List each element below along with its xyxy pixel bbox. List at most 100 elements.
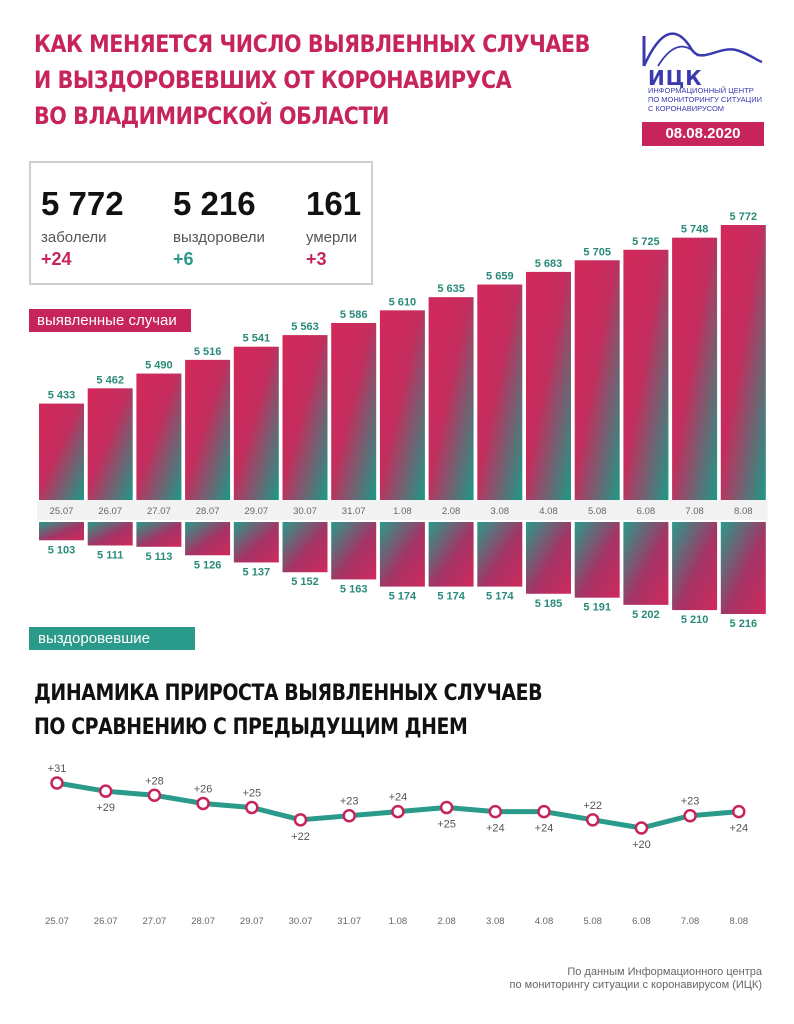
title-line-2: И ВЫЗДОРОВЕВШИХ ОТ КОРОНАВИРУСА bbox=[34, 66, 512, 94]
growth-value-label: +24 bbox=[389, 792, 408, 804]
growth-value-label: +26 bbox=[194, 783, 213, 795]
growth-date-label: 1.08 bbox=[389, 916, 408, 927]
growth-date-label: 29.07 bbox=[240, 916, 264, 927]
growth-value-label: +29 bbox=[96, 802, 115, 814]
growth-point bbox=[391, 804, 405, 819]
growth-value-label: +23 bbox=[340, 796, 359, 808]
recovered-value-label: 5 152 bbox=[291, 576, 319, 588]
growth-value-label: +25 bbox=[437, 819, 456, 831]
stat-deaths-label: умерли bbox=[306, 229, 357, 246]
stat-cases-label: заболели bbox=[41, 229, 107, 246]
stat-cases-delta: +24 bbox=[41, 249, 72, 269]
cases-bar bbox=[39, 403, 84, 500]
growth-point bbox=[439, 800, 454, 815]
date-tick-label: 4.08 bbox=[539, 506, 558, 517]
recovered-bar bbox=[39, 522, 84, 541]
cases-bar bbox=[331, 322, 377, 500]
cases-bar bbox=[379, 310, 425, 500]
growth-value-label: +24 bbox=[535, 823, 554, 835]
growth-point bbox=[634, 821, 649, 835]
bar-chart: 5 433 25.07 5 103 5 462 26.07 5 111 5 490 27.07… bbox=[37, 211, 768, 630]
growth-date-label: 5.08 bbox=[583, 916, 602, 927]
date-tick-label: 3.08 bbox=[491, 506, 510, 517]
growth-point bbox=[245, 800, 259, 815]
growth-date-label: 4.08 bbox=[535, 916, 554, 927]
logo-subtitle: Информационный центр по мониторингу ситу… bbox=[648, 86, 788, 113]
wave-logo-icon bbox=[642, 32, 763, 67]
recovered-bar bbox=[87, 522, 133, 546]
cases-bar bbox=[185, 359, 231, 500]
cases-value-label: 5 541 bbox=[243, 333, 271, 345]
growth-date-label: 8.08 bbox=[730, 916, 749, 927]
recovered-value-label: 5 126 bbox=[194, 559, 222, 571]
growth-point bbox=[732, 804, 746, 819]
growth-date-label: 30.07 bbox=[289, 916, 313, 927]
growth-point bbox=[293, 813, 308, 827]
growth-point bbox=[196, 796, 210, 811]
date-badge: 08.08.2020 bbox=[642, 122, 764, 146]
growth-chart-title: ДИНАМИКА ПРИРОСТА ВЫЯВЛЕННЫХ СЛУЧАЕВ ПО … bbox=[34, 677, 543, 745]
recovered-bar bbox=[331, 522, 377, 580]
recovered-bar bbox=[720, 522, 766, 614]
growth-date-label: 2.08 bbox=[437, 916, 456, 927]
cases-bar bbox=[136, 373, 182, 500]
cases-bar bbox=[477, 284, 523, 500]
recovered-value-label: 5 174 bbox=[389, 591, 417, 603]
stat-recovered: 5 216 выздоровели +6 bbox=[173, 187, 265, 270]
logo-sub-line-2: по мониторингу ситуации bbox=[648, 95, 762, 104]
date-tick-label: 31.07 bbox=[342, 506, 366, 517]
title-line-1: КАК МЕНЯЕТСЯ ЧИСЛО ВЫЯВЛЕННЫХ СЛУЧАЕВ bbox=[34, 30, 590, 58]
cases-value-label: 5 705 bbox=[583, 246, 611, 258]
recovered-value-label: 5 210 bbox=[681, 614, 709, 626]
growth-point bbox=[98, 784, 113, 798]
recovered-bar bbox=[526, 522, 571, 594]
date-tick-label: 7.08 bbox=[685, 506, 704, 517]
growth-line-chart: +31 25.07 +29 26.07 +28 27.07 +26 28.07 +25 29.07… bbox=[45, 763, 749, 927]
page-title: КАК МЕНЯЕТСЯ ЧИСЛО ВЫЯВЛЕННЫХ СЛУЧАЕВ И … bbox=[34, 26, 590, 134]
growth-date-label: 26.07 bbox=[94, 916, 118, 927]
growth-value-label: +24 bbox=[729, 823, 748, 835]
cases-value-label: 5 610 bbox=[389, 296, 417, 308]
cases-value-label: 5 563 bbox=[291, 321, 319, 333]
title-line-3: ВО ВЛАДИМИРСКОЙ ОБЛАСТИ bbox=[34, 102, 389, 130]
date-tick-label: 28.07 bbox=[196, 506, 220, 517]
legend-recovered-label: выздоровевшие bbox=[29, 627, 195, 650]
growth-point bbox=[50, 776, 64, 790]
cases-value-label: 5 490 bbox=[145, 360, 173, 372]
growth-date-label: 3.08 bbox=[486, 916, 505, 927]
growth-value-label: +28 bbox=[145, 775, 164, 787]
date-tick-label: 27.07 bbox=[147, 506, 171, 517]
recovered-value-label: 5 202 bbox=[632, 609, 660, 621]
stat-cases-value: 5 772 bbox=[41, 185, 124, 222]
growth-point bbox=[147, 788, 162, 803]
logo-sub-line-1: Информационный центр bbox=[648, 86, 754, 95]
growth-value-label: +22 bbox=[291, 831, 310, 843]
growth-date-label: 7.08 bbox=[681, 916, 700, 927]
recovered-bar bbox=[428, 522, 474, 587]
cases-value-label: 5 683 bbox=[535, 258, 563, 270]
recovered-value-label: 5 174 bbox=[486, 591, 514, 603]
date-tick-label: 6.08 bbox=[637, 506, 656, 517]
cases-bar bbox=[87, 388, 133, 500]
growth-point bbox=[488, 804, 503, 819]
recovered-value-label: 5 111 bbox=[97, 549, 123, 561]
growth-date-label: 27.07 bbox=[143, 916, 167, 927]
logo-name: ИЦК bbox=[648, 66, 703, 90]
date-axis-strip bbox=[37, 500, 768, 520]
source-line-1: По данным Информационного центра bbox=[567, 966, 762, 978]
cases-bar bbox=[282, 335, 328, 500]
stat-recovered-label: выздоровели bbox=[173, 229, 265, 246]
recovered-value-label: 5 216 bbox=[730, 618, 758, 630]
recovered-bar bbox=[185, 522, 231, 556]
cases-bar bbox=[233, 346, 279, 500]
growth-value-label: +31 bbox=[48, 763, 67, 775]
cases-bar bbox=[720, 225, 766, 500]
stat-deaths-delta: +3 bbox=[306, 249, 327, 269]
growth-point bbox=[537, 804, 551, 819]
subtitle-line-1: ДИНАМИКА ПРИРОСТА ВЫЯВЛЕННЫХ СЛУЧАЕВ bbox=[34, 681, 543, 706]
cases-value-label: 5 748 bbox=[681, 224, 709, 236]
recovered-bar bbox=[672, 522, 718, 611]
source-line-2: по мониторингу ситуации с коронавирусом … bbox=[509, 979, 762, 991]
growth-point bbox=[683, 808, 697, 823]
recovered-value-label: 5 103 bbox=[48, 544, 76, 556]
